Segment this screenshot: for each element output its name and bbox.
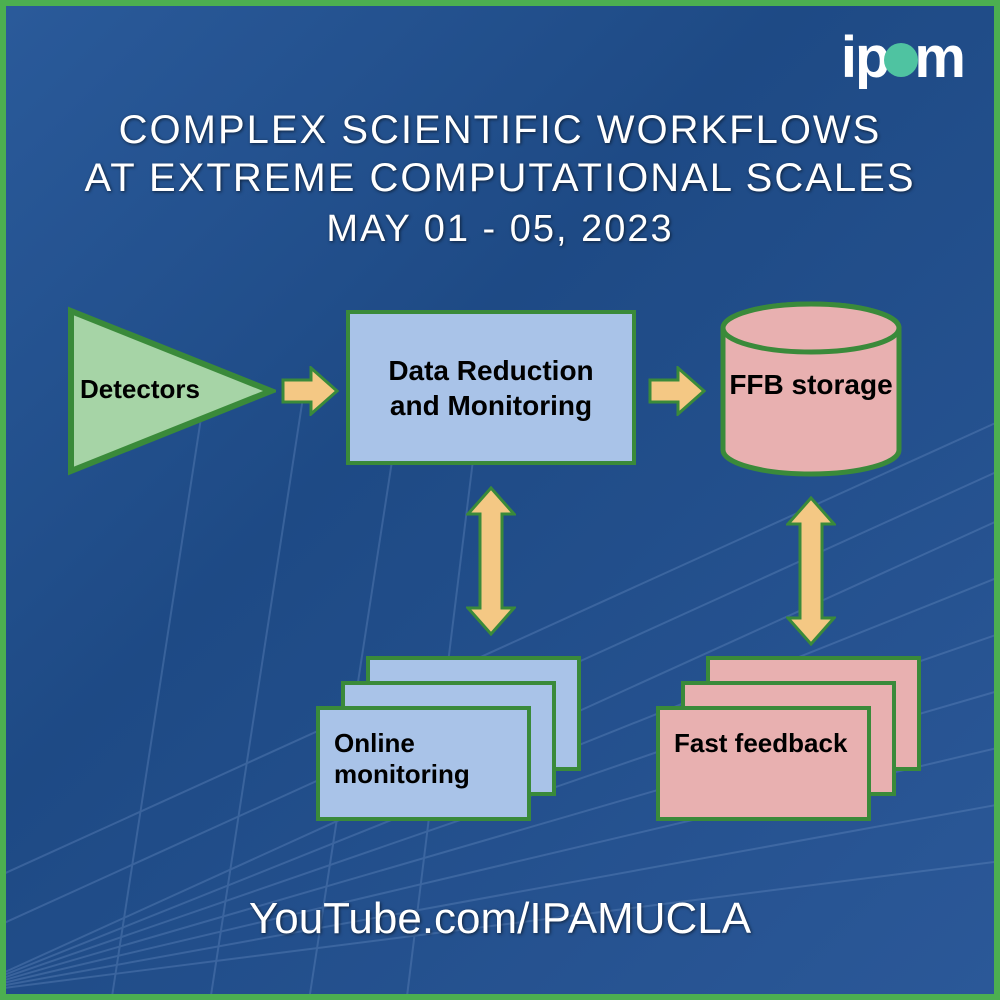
stack-card-front: Online monitoring <box>316 706 531 821</box>
workflow-diagram: Detectors Data Reduction and Monitoring <box>66 296 934 856</box>
fast-feedback-label: Fast feedback <box>674 728 847 758</box>
poster-frame: ipm COMPLEX SCIENTIFIC WORKFLOWS AT EXTR… <box>0 0 1000 1000</box>
arrow-reduction-monitoring <box>466 486 516 636</box>
detectors-label: Detectors <box>80 374 200 405</box>
node-ffb-storage: FFB storage <box>716 300 906 480</box>
ffb-storage-label: FFB storage <box>716 370 906 401</box>
online-monitoring-label: Online monitoring <box>334 728 470 789</box>
logo-p: p <box>855 25 888 90</box>
node-fast-feedback: Fast feedback <box>656 656 916 821</box>
logo-i: i <box>841 25 855 90</box>
node-detectors: Detectors <box>66 306 276 476</box>
stack-card-front: Fast feedback <box>656 706 871 821</box>
node-online-monitoring: Online monitoring <box>316 656 576 821</box>
event-dates: MAY 01 - 05, 2023 <box>46 208 954 251</box>
data-reduction-label: Data Reduction and Monitoring <box>364 353 618 423</box>
arrow-reduction-to-ffb <box>648 366 706 416</box>
arrow-detectors-to-reduction <box>281 366 339 416</box>
footer-url: YouTube.com/IPAMUCLA <box>6 894 994 944</box>
ffb-label-text: FFB storage <box>729 369 892 400</box>
heading-block: COMPLEX SCIENTIFIC WORKFLOWS AT EXTREME … <box>6 106 994 251</box>
title-line-1: COMPLEX SCIENTIFIC WORKFLOWS <box>46 106 954 154</box>
ipam-logo: ipm <box>841 24 964 91</box>
arrow-ffb-feedback <box>786 496 836 646</box>
title-line-2: AT EXTREME COMPUTATIONAL SCALES <box>46 154 954 202</box>
logo-m: m <box>914 25 964 90</box>
node-data-reduction: Data Reduction and Monitoring <box>346 310 636 465</box>
